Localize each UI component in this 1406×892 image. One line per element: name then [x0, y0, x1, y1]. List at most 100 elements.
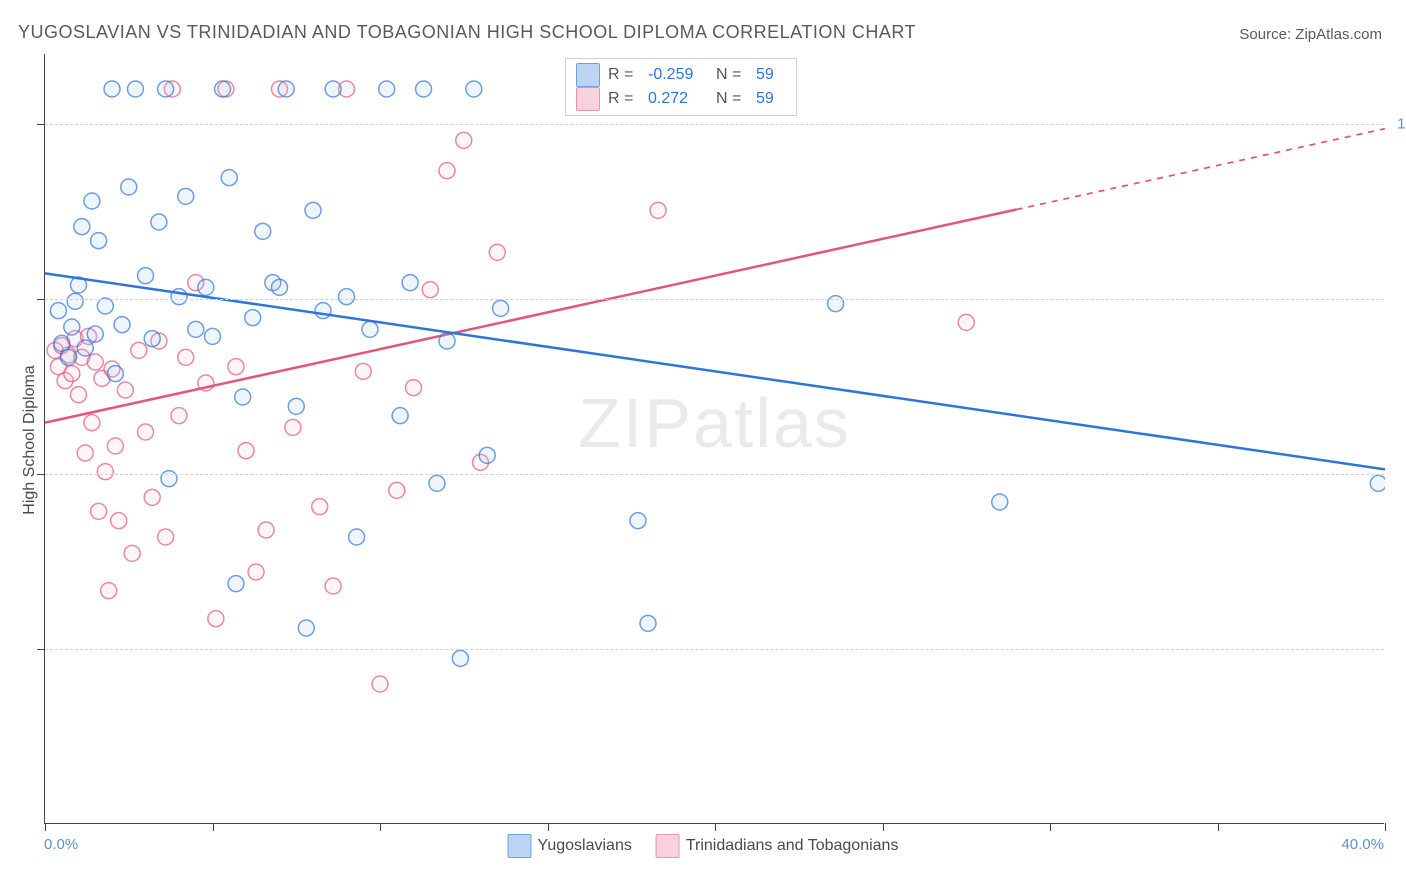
- r-label: R =: [608, 87, 640, 111]
- gridline: [45, 649, 1384, 650]
- n-value-trinidadian: 59: [756, 87, 786, 111]
- legend-row-trinidadian: R = 0.272 N = 59: [576, 87, 786, 111]
- data-point: [64, 319, 80, 335]
- data-point: [278, 81, 294, 97]
- data-point: [389, 482, 405, 498]
- data-point: [188, 321, 204, 337]
- gridline: [45, 474, 1384, 475]
- data-point: [71, 387, 87, 403]
- legend-swatch-yugoslavian-bottom: [508, 834, 532, 858]
- data-point: [138, 268, 154, 284]
- data-point: [362, 321, 378, 337]
- n-label: N =: [716, 87, 748, 111]
- x-tick: [1218, 823, 1219, 831]
- legend-swatch-trinidadian-bottom: [656, 834, 680, 858]
- source-label: Source:: [1239, 26, 1295, 43]
- data-point: [97, 464, 113, 480]
- data-point: [111, 513, 127, 529]
- data-point: [205, 328, 221, 344]
- data-point: [158, 81, 174, 97]
- data-point: [958, 314, 974, 330]
- data-point: [228, 576, 244, 592]
- data-point: [439, 333, 455, 349]
- y-tick: [37, 474, 45, 475]
- correlation-legend: R = -0.259 N = 59 R = 0.272 N = 59: [565, 58, 797, 116]
- data-point: [97, 298, 113, 314]
- chart-container: YUGOSLAVIAN VS TRINIDADIAN AND TOBAGONIA…: [0, 0, 1406, 892]
- data-point: [198, 279, 214, 295]
- plot-svg: [45, 54, 1385, 824]
- data-point: [235, 389, 251, 405]
- data-point: [151, 214, 167, 230]
- data-point: [208, 611, 224, 627]
- gridline: [45, 299, 1384, 300]
- data-point: [402, 275, 418, 291]
- data-point: [64, 366, 80, 382]
- data-point: [74, 219, 90, 235]
- source-link[interactable]: ZipAtlas.com: [1295, 26, 1382, 43]
- data-point: [101, 583, 117, 599]
- data-point: [121, 179, 137, 195]
- data-point: [104, 81, 120, 97]
- trendline-extrapolated: [1017, 129, 1386, 210]
- data-point: [107, 366, 123, 382]
- data-point: [127, 81, 143, 97]
- trendline: [45, 210, 1017, 423]
- x-tick: [45, 823, 46, 831]
- data-point: [493, 300, 509, 316]
- data-point: [355, 363, 371, 379]
- data-point: [60, 349, 76, 365]
- x-tick: [1385, 823, 1386, 831]
- data-point: [50, 303, 66, 319]
- legend-row-yugoslavian: R = -0.259 N = 59: [576, 63, 786, 87]
- data-point: [138, 424, 154, 440]
- data-point: [325, 578, 341, 594]
- data-point: [489, 244, 505, 260]
- data-point: [171, 408, 187, 424]
- data-point: [429, 475, 445, 491]
- x-tick: [548, 823, 549, 831]
- data-point: [77, 445, 93, 461]
- chart-title: YUGOSLAVIAN VS TRINIDADIAN AND TOBAGONIA…: [18, 22, 916, 43]
- data-point: [131, 342, 147, 358]
- data-point: [87, 326, 103, 342]
- y-axis-title: High School Diploma: [21, 365, 39, 514]
- n-value-yugoslavian: 59: [756, 63, 786, 87]
- data-point: [422, 282, 438, 298]
- data-point: [298, 620, 314, 636]
- data-point: [238, 443, 254, 459]
- trendline: [45, 273, 1385, 469]
- data-point: [124, 545, 140, 561]
- data-point: [245, 310, 261, 326]
- n-label: N =: [716, 63, 748, 87]
- data-point: [640, 615, 656, 631]
- x-tick: [1050, 823, 1051, 831]
- y-tick-label: 100.0%: [1397, 116, 1406, 133]
- r-value-yugoslavian: -0.259: [648, 63, 708, 87]
- data-point: [114, 317, 130, 333]
- data-point: [144, 331, 160, 347]
- data-point: [255, 223, 271, 239]
- data-point: [158, 529, 174, 545]
- data-point: [650, 202, 666, 218]
- y-tick: [37, 649, 45, 650]
- data-point: [272, 279, 288, 295]
- data-point: [406, 380, 422, 396]
- data-point: [630, 513, 646, 529]
- gridline: [45, 124, 1384, 125]
- legend-label-yugoslavian: Yugoslavians: [538, 837, 632, 854]
- data-point: [215, 81, 231, 97]
- data-point: [144, 489, 160, 505]
- data-point: [1370, 475, 1385, 491]
- data-point: [305, 202, 321, 218]
- plot-area: R = -0.259 N = 59 R = 0.272 N = 59 ZIPat…: [44, 54, 1384, 824]
- data-point: [339, 289, 355, 305]
- data-point: [288, 398, 304, 414]
- source-attribution: Source: ZipAtlas.com: [1239, 26, 1382, 43]
- y-tick: [37, 299, 45, 300]
- data-point: [178, 188, 194, 204]
- data-point: [77, 340, 93, 356]
- y-tick: [37, 124, 45, 125]
- legend-swatch-yugoslavian: [576, 63, 600, 87]
- data-point: [258, 522, 274, 538]
